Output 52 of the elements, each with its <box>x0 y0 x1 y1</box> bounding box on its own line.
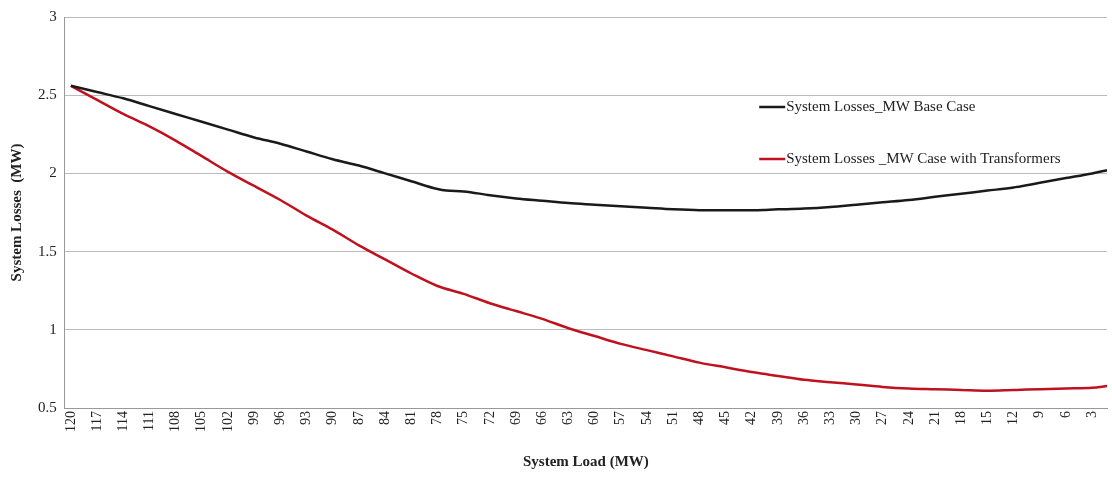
x-tick-label: 45 <box>717 411 733 425</box>
y-tick-label: 1 <box>49 320 57 337</box>
x-tick-label: 54 <box>638 411 654 425</box>
y-tick-label: 2 <box>49 164 57 181</box>
x-tick-label: 87 <box>350 411 366 425</box>
x-tick-label: 51 <box>664 411 680 425</box>
x-tick-label: 81 <box>402 411 418 425</box>
x-tick-label: 93 <box>298 411 314 425</box>
x-tick-label: 96 <box>272 411 288 425</box>
line-series <box>69 84 1108 393</box>
x-tick-label: 48 <box>691 411 707 425</box>
x-tick-label: 39 <box>769 411 785 425</box>
x-tick-label: 63 <box>560 411 576 425</box>
y-axis-title: System Losses (MW) <box>7 143 25 282</box>
y-tick-label: 3 <box>49 7 57 24</box>
x-tick-label: 27 <box>874 411 890 425</box>
x-tick-label: 42 <box>743 411 759 425</box>
x-tick-label: 24 <box>900 411 916 425</box>
x-axis-title: System Load (MW) <box>522 452 649 470</box>
x-tick-label: 105 <box>193 411 209 432</box>
y-tick-label: 0.5 <box>38 398 57 415</box>
x-tick-label: 30 <box>848 411 864 425</box>
x-tick-label: 6 <box>1057 411 1073 418</box>
x-tick-label: 36 <box>795 411 811 425</box>
x-tick-label: 120 <box>62 411 78 432</box>
x-tick-label: 117 <box>88 411 104 432</box>
x-tick-label: 90 <box>324 411 340 425</box>
x-tick-label: 111 <box>141 411 157 431</box>
x-tick-label: 57 <box>612 411 628 425</box>
x-tick-label: 33 <box>821 411 837 425</box>
legend-label: System Losses_MW Base Case <box>786 97 976 114</box>
x-tick-label: 15 <box>979 411 995 425</box>
x-tick-label: 108 <box>167 411 183 432</box>
x-tick-label: 9 <box>1031 411 1047 418</box>
y-tick-label: 2.5 <box>38 86 57 103</box>
x-tick-label: 114 <box>114 411 130 432</box>
x-tick-label: 75 <box>455 411 471 425</box>
x-tick-label: 3 <box>1083 411 1099 418</box>
x-tick-label: 99 <box>245 411 261 425</box>
y-tick-label: 1.5 <box>38 242 57 259</box>
x-tick-label: 21 <box>926 411 942 425</box>
x-tick-label: 72 <box>481 411 497 425</box>
x-tick-label: 102 <box>219 411 235 432</box>
x-tick-label: 12 <box>1005 411 1021 425</box>
x-tick-label: 18 <box>952 411 968 425</box>
x-tick-label: 69 <box>507 411 523 425</box>
line-series <box>69 84 1108 212</box>
x-tick-label: 84 <box>376 411 392 425</box>
x-tick-label: 66 <box>533 411 549 425</box>
x-tick-label: 78 <box>429 411 445 425</box>
x-tick-label: 60 <box>586 411 602 425</box>
legend-label: System Losses _MW Case with Transformers <box>786 149 1061 166</box>
